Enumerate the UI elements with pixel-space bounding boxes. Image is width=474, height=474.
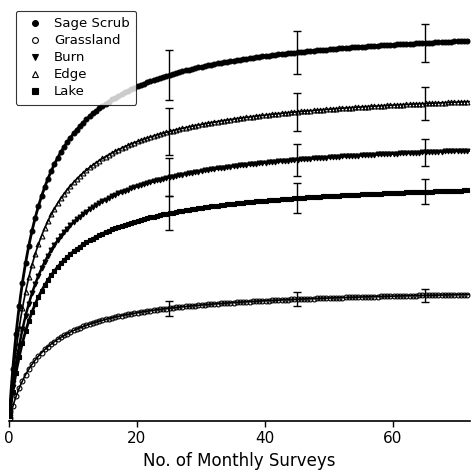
Line: Burn: Burn (7, 148, 470, 417)
Edge (74, 176, 80, 182)
Burn (7, 412, 12, 418)
Sage Scrub (147, 78, 153, 84)
Sage Scrub (74, 127, 80, 132)
Sage Scrub (381, 42, 387, 48)
Line: Edge: Edge (7, 99, 470, 415)
Edge (375, 103, 381, 109)
Grassland (74, 326, 80, 332)
Grassland (39, 350, 45, 356)
Grassland (381, 293, 387, 299)
Edge (147, 134, 153, 140)
Grassland (375, 294, 381, 300)
Line: Sage Scrub: Sage Scrub (7, 38, 470, 413)
Line: Lake: Lake (8, 188, 469, 418)
Edge (465, 99, 470, 105)
Lake (333, 193, 339, 199)
Sage Scrub (39, 193, 45, 199)
Sage Scrub (465, 38, 470, 44)
Line: Grassland: Grassland (7, 292, 470, 420)
Burn (381, 151, 387, 157)
Edge (333, 106, 339, 111)
Burn (333, 154, 339, 160)
Burn (74, 217, 80, 222)
Grassland (147, 308, 153, 313)
Burn (39, 265, 45, 271)
Grassland (465, 292, 470, 297)
Burn (465, 148, 470, 154)
Lake (465, 188, 470, 193)
Edge (7, 410, 12, 416)
X-axis label: No. of Monthly Surveys: No. of Monthly Surveys (143, 452, 336, 470)
Lake (375, 191, 381, 197)
Edge (39, 233, 45, 238)
Burn (375, 152, 381, 157)
Sage Scrub (7, 408, 12, 414)
Edge (381, 103, 387, 109)
Lake (147, 215, 153, 220)
Lake (74, 246, 80, 252)
Sage Scrub (333, 46, 339, 52)
Lake (7, 413, 12, 419)
Legend: Sage Scrub, Grassland, Burn, Edge, Lake: Sage Scrub, Grassland, Burn, Edge, Lake (16, 11, 136, 105)
Lake (381, 191, 387, 196)
Grassland (7, 415, 12, 421)
Burn (147, 179, 153, 185)
Grassland (333, 295, 339, 301)
Lake (39, 288, 45, 293)
Sage Scrub (375, 43, 381, 48)
